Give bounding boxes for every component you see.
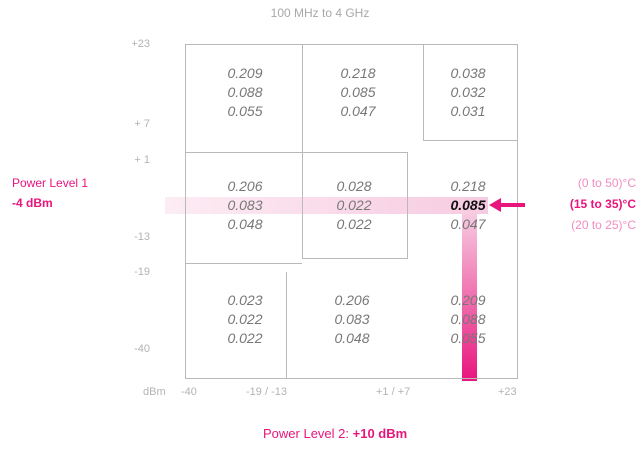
cell-value: 0.022 [227, 330, 263, 346]
y-tick-plus23: +23 [131, 38, 150, 50]
x-axis-unit: dBm [143, 386, 166, 398]
cell-value: 0.032 [450, 84, 486, 100]
cell-r3c2: 0.206 0.083 0.048 [312, 291, 392, 348]
y-tick-plus1: + 1 [134, 154, 150, 166]
cell-value: 0.038 [450, 65, 486, 81]
cell-value: 0.047 [450, 216, 486, 232]
power-level-2-caption: Power Level 2: +10 dBm [263, 426, 407, 441]
power-level-2-band [462, 214, 477, 381]
cell-value: 0.209 [227, 65, 263, 81]
cell-value: 0.218 [450, 178, 486, 194]
cell-value: 0.031 [450, 103, 486, 119]
x-tick-plus1-plus7: +1 / +7 [376, 386, 411, 398]
temperature-range-wide: (0 to 50)°C [577, 176, 636, 190]
cell-r2c3: 0.218 0.085 0.047 [428, 177, 508, 234]
cell-value: 0.023 [227, 292, 263, 308]
cell-value: 0.218 [340, 65, 376, 81]
cell-value: 0.055 [227, 103, 263, 119]
power-level-1-value: -4 dBm [12, 196, 53, 210]
highlighted-value: 0.085 [450, 197, 486, 213]
cell-r1c2: 0.218 0.085 0.047 [318, 64, 398, 121]
cell-r3c3: 0.209 0.088 0.055 [428, 291, 508, 348]
cell-value: 0.048 [334, 330, 370, 346]
cell-r1c1: 0.209 0.088 0.055 [205, 64, 285, 121]
cell-value: 0.088 [227, 84, 263, 100]
y-tick-minus13: -13 [134, 231, 150, 243]
power-level-2-value: +10 dBm [352, 426, 408, 441]
cell-value: 0.022 [336, 197, 372, 213]
cell-value: 0.085 [340, 84, 376, 100]
cell-value: 0.055 [450, 330, 486, 346]
cell-r2c1: 0.206 0.083 0.048 [205, 177, 285, 234]
x-tick-minus40: -40 [181, 386, 197, 398]
cell-r2c2: 0.028 0.022 0.022 [314, 177, 394, 234]
y-tick-minus19: -19 [134, 266, 150, 278]
power-level-2-label: Power Level 2: [263, 426, 349, 441]
temperature-range-selected: (15 to 35)°C [569, 197, 636, 211]
y-tick-minus40: -40 [134, 343, 150, 355]
frequency-range-title: 100 MHz to 4 GHz [270, 6, 370, 20]
arrow-line [500, 203, 525, 207]
temperature-range-narrow: (20 to 25)°C [571, 218, 636, 232]
cell-r1c3: 0.038 0.032 0.031 [428, 64, 508, 121]
x-tick-plus23: +23 [498, 386, 517, 398]
cell-value: 0.209 [450, 292, 486, 308]
cell-value: 0.083 [334, 311, 370, 327]
cell-value: 0.022 [227, 311, 263, 327]
cell-value: 0.083 [227, 197, 263, 213]
arrow-left-icon [489, 198, 501, 212]
cell-value: 0.022 [336, 216, 372, 232]
x-tick-minus19-minus13: -19 / -13 [246, 386, 287, 398]
cell-value: 0.206 [227, 178, 263, 194]
cell-value: 0.206 [334, 292, 370, 308]
cell-value: 0.048 [227, 216, 263, 232]
y-tick-plus7: + 7 [134, 118, 150, 130]
cell-r3c1: 0.023 0.022 0.022 [205, 291, 285, 348]
cell-value: 0.028 [336, 178, 372, 194]
power-level-1-label: Power Level 1 [12, 176, 89, 190]
cell-value: 0.047 [340, 103, 376, 119]
cell-value: 0.088 [450, 311, 486, 327]
